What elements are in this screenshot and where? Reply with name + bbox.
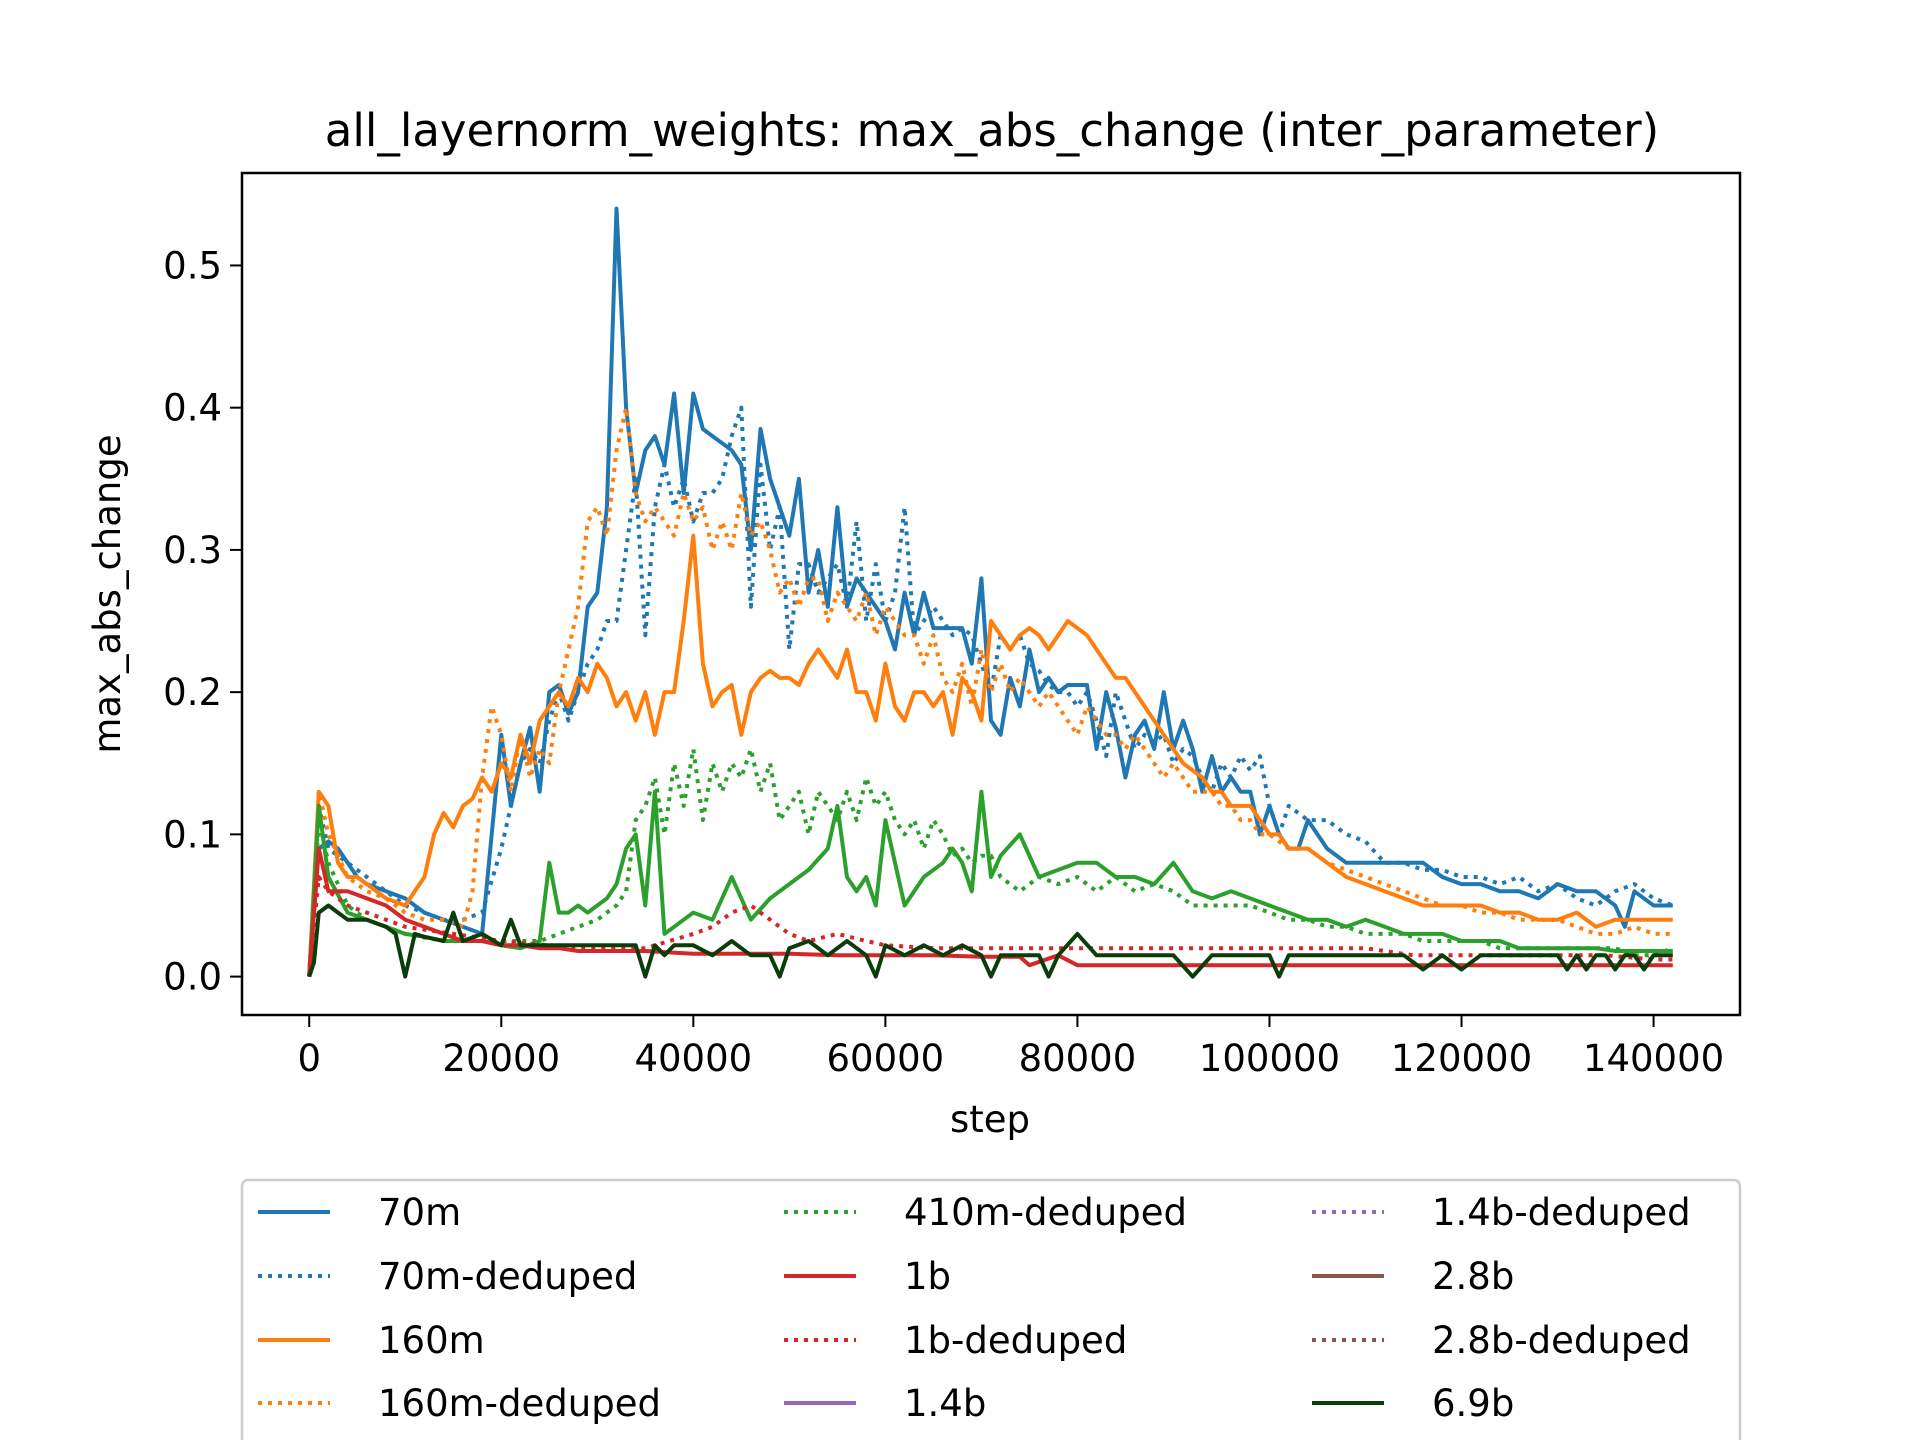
chart-title: all_layernorm_weights: max_abs_change (i… — [325, 104, 1660, 157]
y-tick-label: 0.5 — [163, 244, 222, 287]
series-line-160m-deduped — [307, 405, 1673, 977]
series-layer — [307, 206, 1674, 979]
legend-label-6-9b: 6.9b — [1432, 1382, 1514, 1425]
legend-label-1b-deduped: 1b-deduped — [904, 1319, 1127, 1362]
x-tick-label: 60000 — [827, 1037, 945, 1080]
x-tick-label: 140000 — [1583, 1037, 1724, 1080]
legend-label-70m-deduped: 70m-deduped — [378, 1255, 637, 1298]
legend-label-70m: 70m — [378, 1191, 461, 1234]
legend-label-1b: 1b — [904, 1255, 951, 1298]
x-tick-label: 20000 — [442, 1037, 560, 1080]
legend-label-410m-deduped: 410m-deduped — [904, 1191, 1187, 1234]
x-tick-label: 80000 — [1019, 1037, 1137, 1080]
legend-label-1-4b: 1.4b — [904, 1382, 986, 1425]
series-line-410m — [307, 789, 1673, 977]
x-tick-label: 100000 — [1199, 1037, 1340, 1080]
plot-area-frame — [240, 171, 1742, 1017]
series-line-6-9b — [307, 903, 1673, 979]
y-tick-label: 0.4 — [163, 387, 222, 430]
x-tick-label: 40000 — [634, 1037, 752, 1080]
y-axis: 0.0 0.1 0.2 0.3 0.4 0.5 — [163, 244, 242, 999]
legend-label-160m-deduped: 160m-deduped — [378, 1382, 661, 1425]
series-line-160m — [307, 533, 1673, 977]
y-tick-label: 0.2 — [163, 671, 222, 714]
y-tick-label: 0.0 — [163, 956, 222, 999]
legend-label-1-4b-deduped: 1.4b-deduped — [1432, 1191, 1691, 1234]
x-tick-label: 0 — [297, 1037, 321, 1080]
y-tick-label: 0.3 — [163, 529, 222, 572]
legend-label-2-8b-deduped: 2.8b-deduped — [1432, 1319, 1691, 1362]
legend-label-160m: 160m — [378, 1319, 485, 1362]
y-axis-label: max_abs_change — [86, 434, 129, 753]
legend-items: 70m 70m-deduped 160m 160m-deduped 410m-dedup… — [258, 1191, 1691, 1425]
legend-label-2-8b: 2.8b — [1432, 1255, 1514, 1298]
y-tick-label: 0.1 — [163, 813, 222, 856]
legend-frame — [240, 1178, 1742, 1440]
x-tick-label: 120000 — [1391, 1037, 1532, 1080]
series-line-70m — [307, 206, 1673, 977]
series-line-410m-deduped — [307, 747, 1674, 977]
x-axis-label: step — [950, 1098, 1030, 1141]
x-axis: 0 20000 40000 60000 80000 100000 120000 140000 — [297, 1015, 1724, 1080]
legend: 70m 70m-deduped 160m 160m-deduped 410m-dedup… — [240, 1178, 1742, 1440]
